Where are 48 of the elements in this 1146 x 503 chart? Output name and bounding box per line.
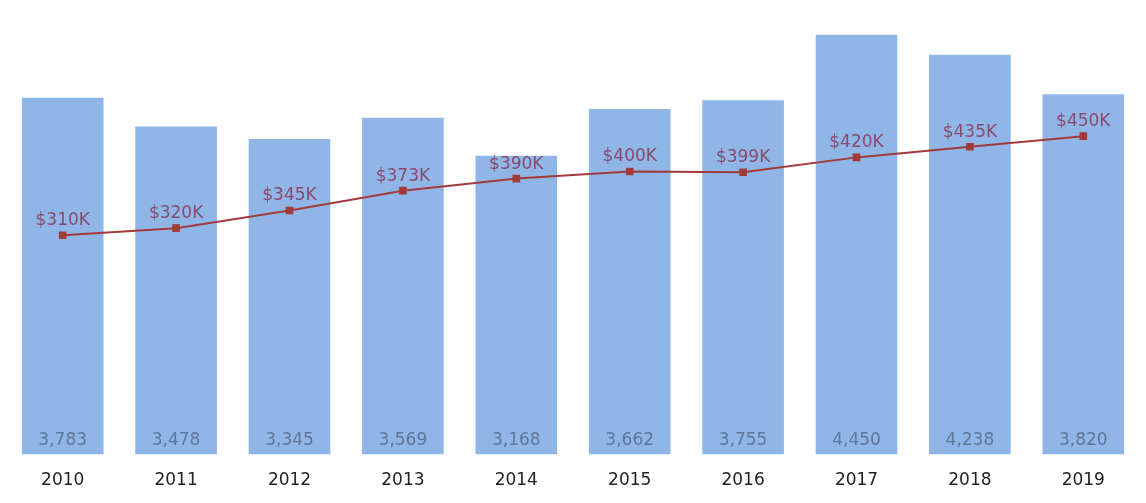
bar bbox=[929, 54, 1011, 455]
point bbox=[739, 168, 747, 177]
x-tick-label: 2017 bbox=[834, 469, 879, 490]
bar bbox=[248, 138, 331, 455]
data-label: $399K bbox=[715, 146, 772, 167]
data-label: $310K bbox=[35, 209, 91, 230]
x-tick-label: 2011 bbox=[154, 469, 198, 490]
x-tick-label: 2010 bbox=[41, 469, 85, 490]
bar bbox=[702, 100, 784, 455]
x-tick-label: 2012 bbox=[267, 469, 312, 490]
x-tick-label: 2019 bbox=[1061, 469, 1105, 490]
data-label: $400K bbox=[602, 145, 658, 166]
data-label: $390K bbox=[489, 152, 545, 173]
data-label: $435K bbox=[942, 120, 998, 141]
bar bbox=[588, 109, 671, 455]
data-label: $345K bbox=[262, 184, 318, 205]
point bbox=[399, 186, 407, 195]
data-label: 4,450 bbox=[832, 428, 881, 449]
data-label: 3,662 bbox=[605, 428, 655, 449]
x-tick-label: 2014 bbox=[494, 469, 538, 490]
bar bbox=[362, 117, 444, 455]
x-tick-label: 2018 bbox=[948, 469, 992, 490]
point bbox=[58, 231, 67, 240]
data-label: 4,238 bbox=[945, 428, 995, 449]
bar bbox=[1042, 94, 1125, 455]
x-tick-label: 2013 bbox=[381, 469, 425, 490]
data-label: $450K bbox=[1056, 110, 1112, 131]
bar bbox=[475, 155, 558, 455]
point bbox=[1079, 132, 1088, 140]
data-label: $373K bbox=[375, 164, 431, 185]
x-tick-label: 2015 bbox=[608, 469, 652, 490]
point bbox=[172, 224, 180, 232]
point bbox=[512, 174, 521, 183]
bar bbox=[21, 97, 104, 455]
data-label: 3,345 bbox=[265, 428, 314, 449]
data-label: 3,168 bbox=[491, 428, 541, 449]
data-label: 3,569 bbox=[378, 428, 428, 449]
data-label: $320K bbox=[148, 202, 205, 223]
data-label: 3,755 bbox=[718, 428, 768, 449]
data-label: 3,783 bbox=[38, 428, 88, 449]
bar bbox=[815, 34, 898, 455]
data-label: 3,820 bbox=[1058, 428, 1108, 449]
point bbox=[625, 167, 634, 176]
data-label: 3,478 bbox=[151, 428, 201, 449]
point bbox=[966, 142, 974, 151]
data-label: $420K bbox=[829, 131, 885, 152]
bar bbox=[135, 126, 217, 455]
x-tick-label: 2016 bbox=[721, 469, 765, 490]
